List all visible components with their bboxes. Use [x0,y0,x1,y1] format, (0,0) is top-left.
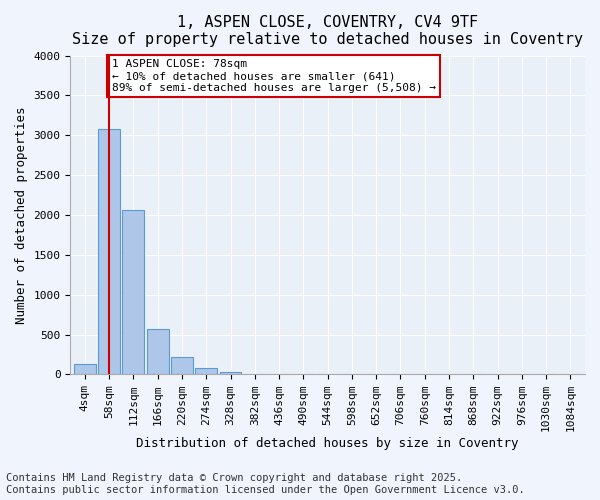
X-axis label: Distribution of detached houses by size in Coventry: Distribution of detached houses by size … [136,437,519,450]
Bar [147,329,169,374]
Bar [122,210,145,374]
Bar [220,372,241,374]
Text: 1 ASPEN CLOSE: 78sqm
← 10% of detached houses are smaller (641)
89% of semi-deta: 1 ASPEN CLOSE: 78sqm ← 10% of detached h… [112,60,436,92]
Bar [196,368,217,374]
Text: Contains HM Land Registry data © Crown copyright and database right 2025.
Contai: Contains HM Land Registry data © Crown c… [6,474,525,495]
Bar [74,364,96,374]
Bar [98,129,120,374]
Title: 1, ASPEN CLOSE, COVENTRY, CV4 9TF
Size of property relative to detached houses i: 1, ASPEN CLOSE, COVENTRY, CV4 9TF Size o… [72,15,583,48]
Bar [171,357,193,374]
Y-axis label: Number of detached properties: Number of detached properties [15,106,28,324]
